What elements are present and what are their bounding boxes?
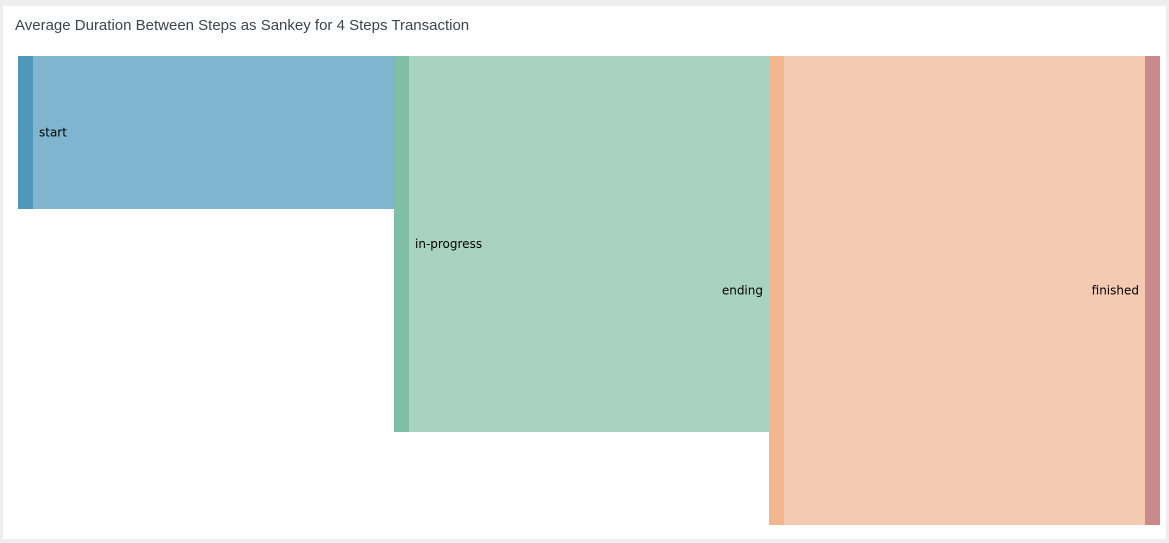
sankey-node-label-in-progress: in-progress — [415, 237, 482, 251]
sankey-node-ending[interactable] — [769, 56, 784, 525]
sankey-node-in-progress[interactable] — [394, 56, 409, 432]
sankey-node-label-start: start — [39, 126, 67, 140]
sankey-node-finished[interactable] — [1145, 56, 1160, 525]
sankey-links — [33, 56, 1145, 525]
sankey-node-label-ending: ending — [722, 284, 763, 298]
chart-panel: Average Duration Between Steps as Sankey… — [3, 6, 1166, 539]
sankey-chart: start in-progress ending finished — [3, 6, 1166, 539]
sankey-link-start-to-in-progress[interactable] — [33, 56, 394, 209]
sankey-node-label-finished: finished — [1092, 284, 1139, 298]
sankey-node-start[interactable] — [18, 56, 33, 209]
